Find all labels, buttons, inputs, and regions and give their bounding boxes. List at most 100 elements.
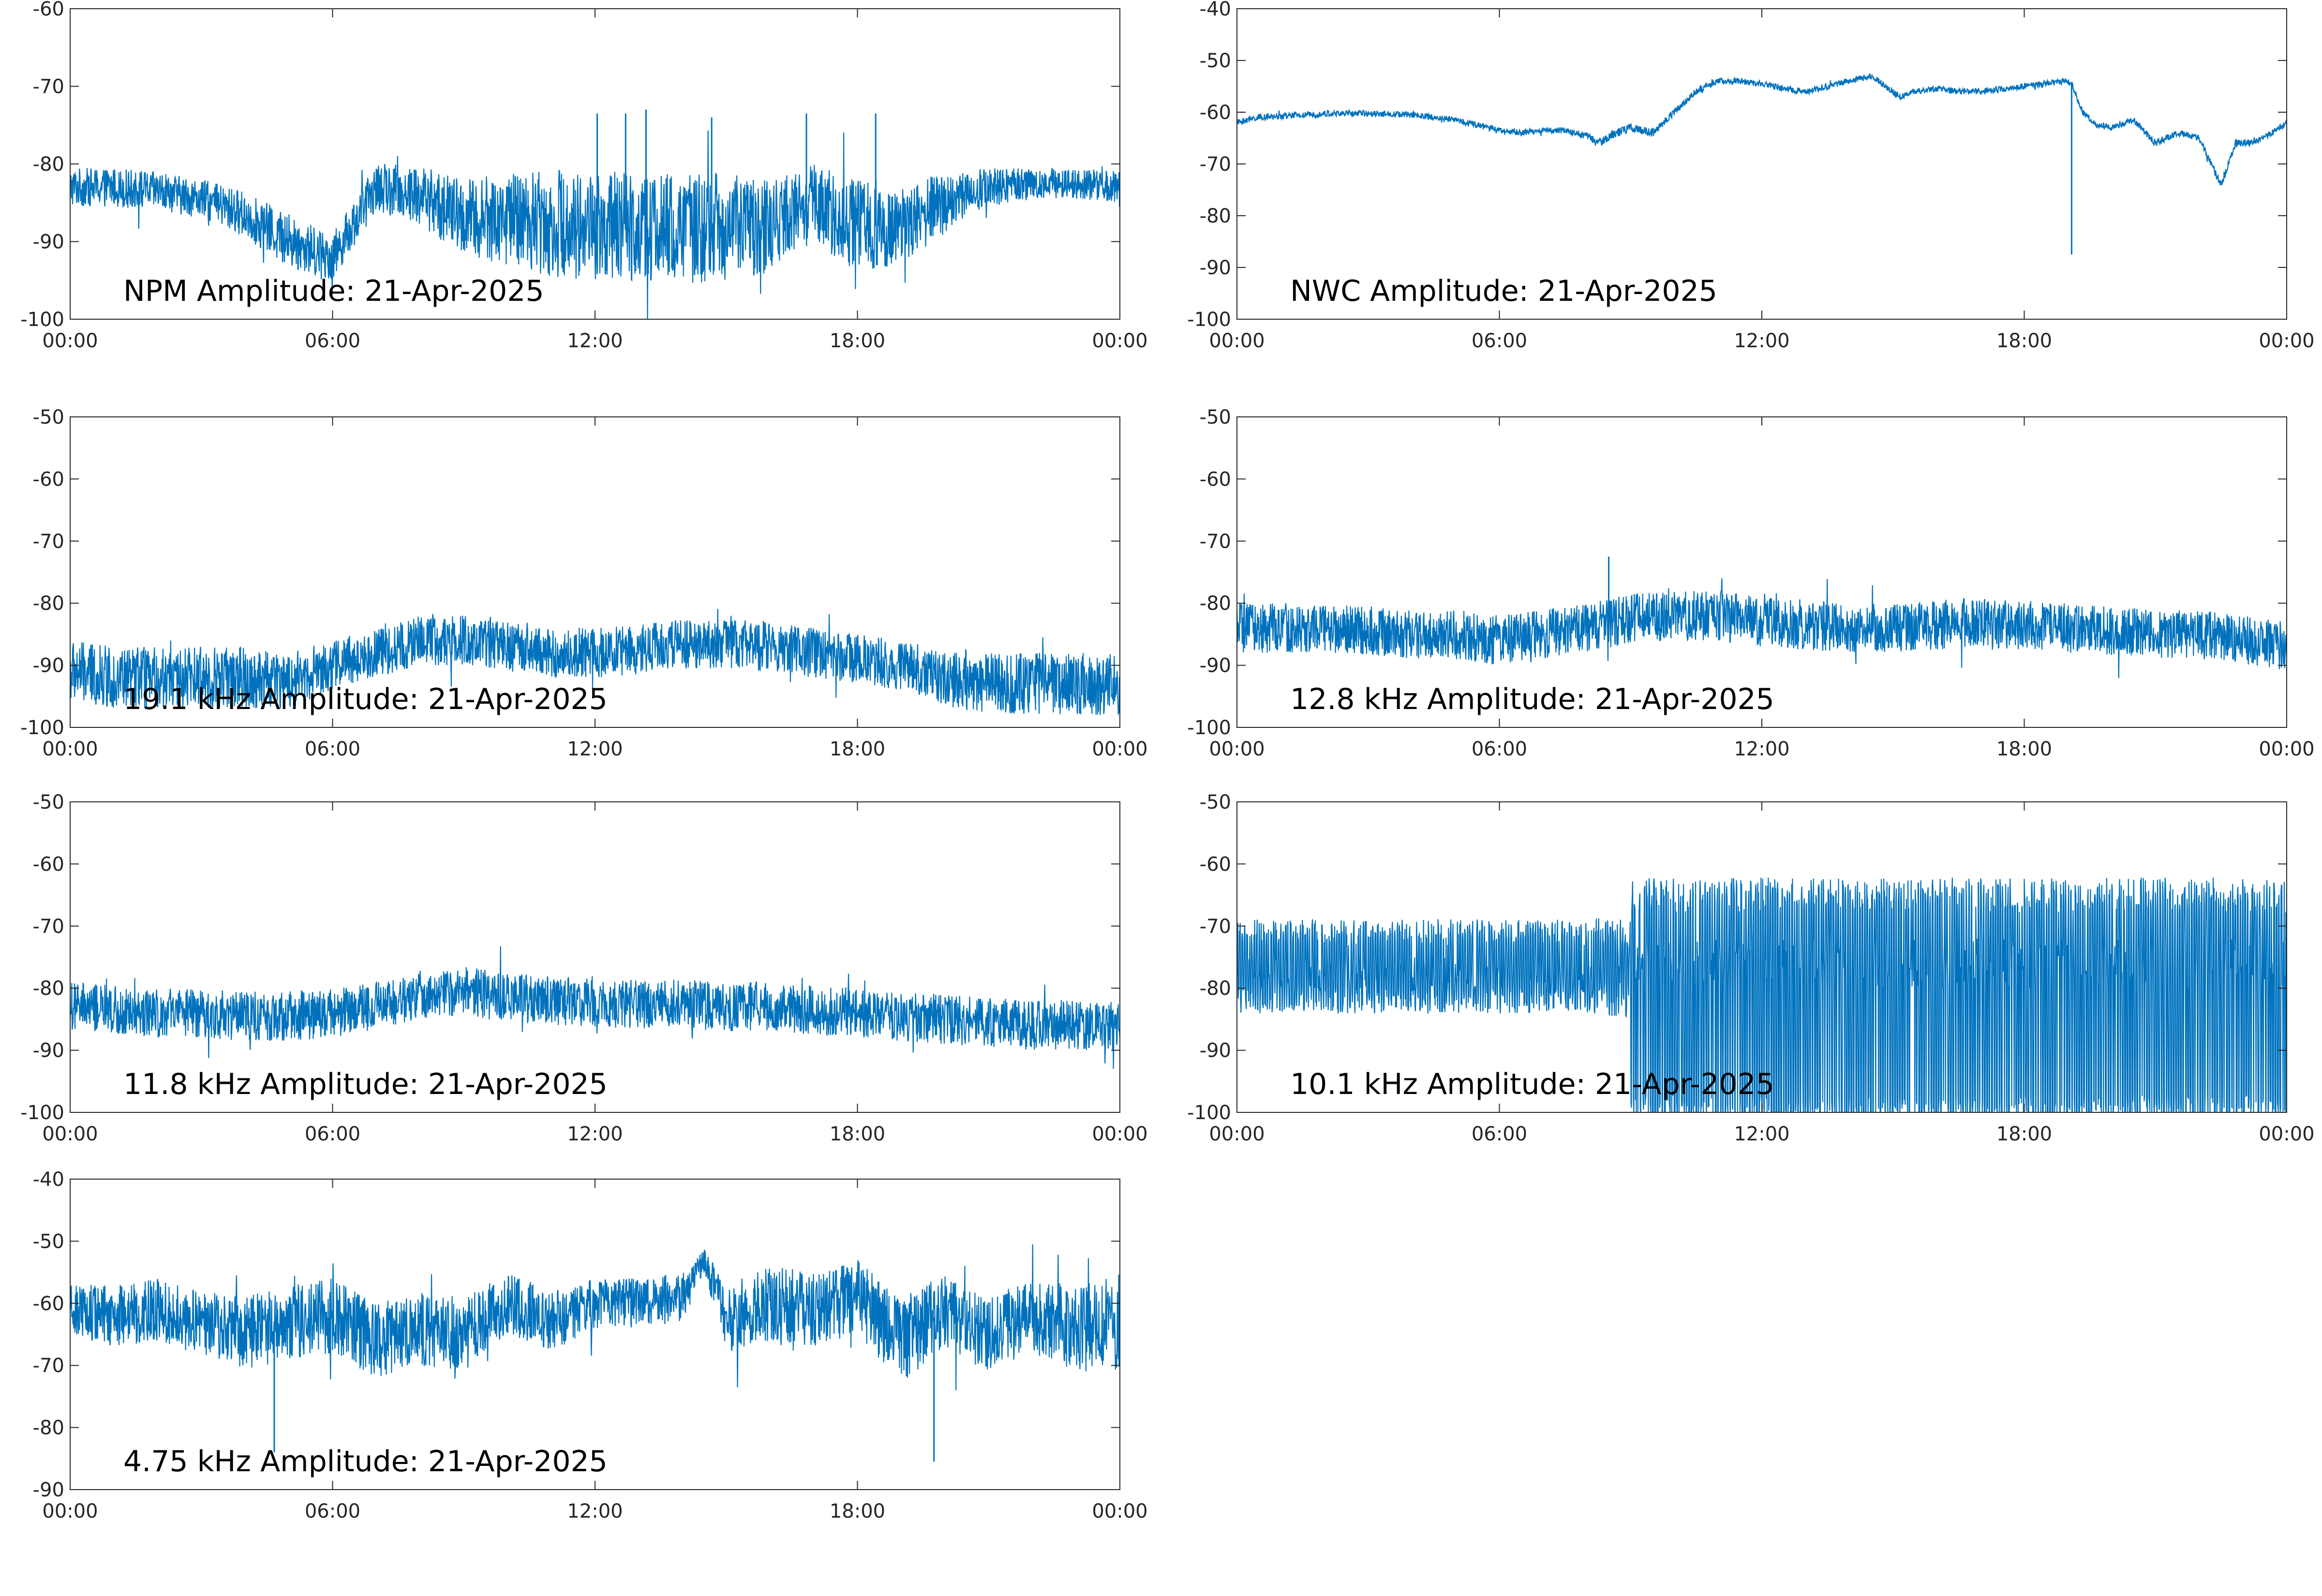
x-tick-label: 06:00 <box>305 330 360 352</box>
y-tick-label: -90 <box>1200 1040 1231 1062</box>
y-tick-label: -90 <box>33 1040 64 1062</box>
y-tick-label: -100 <box>20 717 64 739</box>
y-tick-label: -100 <box>1187 1102 1231 1124</box>
y-tick-label: -50 <box>33 791 64 813</box>
y-tick-label: -100 <box>1187 717 1231 739</box>
y-tick-label: -60 <box>33 0 64 20</box>
y-tick-label: -70 <box>33 916 64 938</box>
y-tick-label: -50 <box>1200 406 1231 429</box>
x-tick-label: 00:00 <box>42 1500 98 1522</box>
x-tick-label: 00:00 <box>1209 1123 1265 1145</box>
x-tick-label: 18:00 <box>1996 738 2052 760</box>
x-tick-label: 18:00 <box>830 1123 885 1145</box>
chart-title: NWC Amplitude: 21-Apr-2025 <box>1290 274 1717 308</box>
axes-box <box>1236 416 2287 728</box>
x-tick-label: 06:00 <box>1472 738 1527 760</box>
y-tick-label: -90 <box>1200 257 1231 279</box>
y-tick-label: -50 <box>1200 791 1231 813</box>
chart-title: 4.75 kHz Amplitude: 21-Apr-2025 <box>123 1445 608 1478</box>
x-tick-label: 00:00 <box>42 330 98 352</box>
chart-title: 11.8 kHz Amplitude: 21-Apr-2025 <box>123 1067 608 1101</box>
y-tick-label: -80 <box>33 1417 64 1439</box>
series-line <box>70 946 1120 1069</box>
chart-panel: -90 -80 -70 -60 -50 -40 00:00 06:00 12:00 18:00 00… <box>33 1168 1148 1522</box>
y-tick-label: -60 <box>1200 853 1231 875</box>
y-tick-label: -100 <box>20 1102 64 1124</box>
y-tick-label: -60 <box>33 853 64 875</box>
x-tick-label: 06:00 <box>305 1500 360 1522</box>
x-tick-label: 00:00 <box>42 1123 98 1145</box>
x-tick-label: 00:00 <box>42 738 98 760</box>
x-tick-label: 00:00 <box>2259 738 2314 760</box>
y-tick-label: -60 <box>33 1293 64 1315</box>
y-tick-label: -60 <box>1200 468 1231 490</box>
y-tick-label: -90 <box>33 231 64 253</box>
series-line <box>70 1244 1120 1390</box>
x-tick-label: 18:00 <box>1996 330 2052 352</box>
x-tick-label: 06:00 <box>305 738 360 760</box>
x-tick-label: 00:00 <box>1209 738 1265 760</box>
x-tick-label: 06:00 <box>1472 1123 1527 1145</box>
chart-panel: -100 -90 -80 -70 -60 -50 00:00 06:00 12:00 18:00 0… <box>20 791 1147 1145</box>
x-tick-label: 12:00 <box>567 1123 623 1145</box>
x-tick-label: 00:00 <box>1092 1123 1147 1145</box>
chart-title: 19.1 kHz Amplitude: 21-Apr-2025 <box>123 682 608 716</box>
y-tick-label: -70 <box>1200 531 1231 553</box>
x-tick-label: 18:00 <box>830 330 885 352</box>
y-tick-label: -100 <box>20 309 64 331</box>
x-tick-label: 18:00 <box>830 738 885 760</box>
chart-title: NPM Amplitude: 21-Apr-2025 <box>123 274 544 308</box>
y-tick-label: -90 <box>1200 655 1231 677</box>
x-tick-label: 00:00 <box>2259 330 2314 352</box>
y-tick-label: -80 <box>33 153 64 176</box>
y-tick-label: -70 <box>1200 916 1231 938</box>
x-tick-label: 00:00 <box>2259 1123 2314 1145</box>
y-tick-label: -60 <box>33 468 64 490</box>
x-tick-label: 18:00 <box>1996 1123 2052 1145</box>
x-tick-label: 18:00 <box>830 1500 885 1522</box>
chart-panel: -100 -90 -80 -70 -60 -50 -40 00:00 06:00 12:00 18:… <box>1187 0 2314 352</box>
y-tick-label: -100 <box>1187 309 1231 331</box>
y-tick-label: -70 <box>33 1355 64 1377</box>
y-tick-label: -70 <box>33 76 64 98</box>
x-tick-label: 12:00 <box>1734 1123 1789 1145</box>
y-tick-label: -70 <box>33 531 64 553</box>
y-tick-label: -80 <box>33 977 64 1000</box>
y-tick-label: -80 <box>1200 205 1231 227</box>
y-tick-label: -90 <box>33 1479 64 1501</box>
chart-panel: -100 -90 -80 -70 -60 -50 00:00 06:00 12:00 18:00 0… <box>20 406 1147 760</box>
y-tick-label: -40 <box>1200 0 1231 20</box>
chart-panel: -100 -90 -80 -70 -60 -50 00:00 06:00 12:00 18:00 0… <box>1187 791 2314 1145</box>
x-tick-label: 06:00 <box>1472 330 1527 352</box>
y-tick-label: -80 <box>33 592 64 615</box>
axes-box <box>70 801 1120 1113</box>
y-tick-label: -60 <box>1200 102 1231 124</box>
x-tick-label: 12:00 <box>567 1500 623 1522</box>
y-tick-label: -50 <box>33 406 64 429</box>
chart-title: 12.8 kHz Amplitude: 21-Apr-2025 <box>1290 682 1774 716</box>
series-line <box>1237 73 2287 186</box>
y-tick-label: -80 <box>1200 592 1231 615</box>
x-tick-label: 12:00 <box>1734 330 1789 352</box>
x-tick-label: 00:00 <box>1209 330 1265 352</box>
chart-panel: -100 -90 -80 -70 -60 -50 00:00 06:00 12:00 18:00 0… <box>1187 406 2314 760</box>
x-tick-label: 12:00 <box>567 330 623 352</box>
x-tick-label: 12:00 <box>567 738 623 760</box>
y-tick-label: -70 <box>1200 153 1231 176</box>
axes-box <box>1236 8 2287 320</box>
x-tick-label: 00:00 <box>1092 1500 1147 1522</box>
y-tick-label: -80 <box>1200 977 1231 1000</box>
x-tick-label: 12:00 <box>1734 738 1789 760</box>
x-tick-label: 00:00 <box>1092 738 1147 760</box>
x-tick-label: 06:00 <box>305 1123 360 1145</box>
series-line <box>1237 578 2287 679</box>
series-line <box>1237 877 2287 1112</box>
y-tick-label: -90 <box>33 655 64 677</box>
series-line <box>70 130 1120 319</box>
chart-title: 10.1 kHz Amplitude: 21-Apr-2025 <box>1290 1067 1774 1101</box>
chart-panel: -100 -90 -80 -70 -60 00:00 06:00 12:00 18:00 00:0… <box>20 0 1147 352</box>
series-line <box>70 608 1120 715</box>
y-tick-label: -50 <box>33 1230 64 1253</box>
y-tick-label: -40 <box>33 1168 64 1191</box>
